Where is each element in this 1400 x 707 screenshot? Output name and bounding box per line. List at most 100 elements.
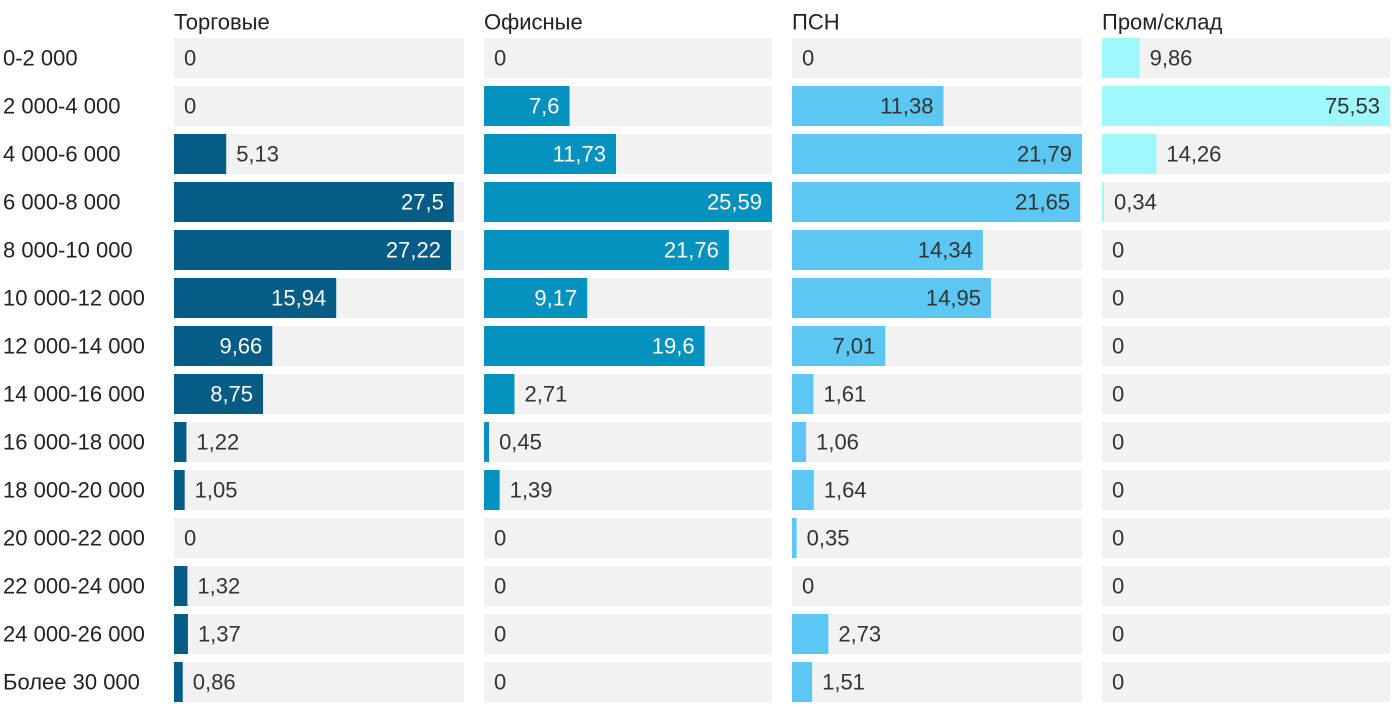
- bar-track: [792, 422, 1082, 462]
- data-label: 21,65: [1015, 190, 1070, 215]
- bar: [174, 230, 451, 270]
- data-label: 0: [1112, 334, 1124, 359]
- bar-track: [484, 566, 772, 606]
- data-label: 1,22: [196, 430, 239, 455]
- row-category-label: 12 000-14 000: [3, 334, 145, 359]
- bar-track: [1102, 278, 1390, 318]
- data-label: 0: [1112, 286, 1124, 311]
- bar: [484, 86, 570, 126]
- bar-track: [1102, 38, 1390, 78]
- data-label: 0: [494, 526, 506, 551]
- bar: [174, 182, 454, 222]
- data-label: 8,75: [210, 382, 253, 407]
- row-category-label: 22 000-24 000: [3, 574, 145, 599]
- data-label: 0: [494, 46, 506, 71]
- bar-track: [792, 38, 1082, 78]
- row-category-label: 10 000-12 000: [3, 286, 145, 311]
- bar-track: [1102, 470, 1390, 510]
- bar-track: [484, 518, 772, 558]
- bar-track: [792, 566, 1082, 606]
- bar: [484, 422, 490, 462]
- bar-track: [174, 422, 464, 462]
- bar-track: [792, 614, 1082, 654]
- data-label: 7,01: [832, 334, 875, 359]
- bar: [174, 326, 273, 366]
- bar-track: [484, 614, 772, 654]
- bar: [792, 470, 814, 510]
- bar-track: [174, 38, 464, 78]
- data-label: 0: [1112, 622, 1124, 647]
- data-label: 0: [1112, 526, 1124, 551]
- bar-track: [792, 374, 1082, 414]
- data-label: 75,53: [1325, 94, 1380, 119]
- bar-track: [174, 614, 464, 654]
- data-label: 19,6: [652, 334, 695, 359]
- data-label: 1,05: [195, 478, 238, 503]
- bar: [1102, 134, 1157, 174]
- bar-track: [1102, 518, 1390, 558]
- bar-track: [1102, 326, 1390, 366]
- row-category-label: 0-2 000: [3, 46, 78, 71]
- data-label: 0: [802, 574, 814, 599]
- data-label: 1,32: [197, 574, 240, 599]
- data-label: 0: [184, 94, 196, 119]
- bar: [174, 662, 183, 702]
- data-label: 0: [1112, 430, 1124, 455]
- data-label: 21,79: [1017, 142, 1072, 167]
- data-label: 1,61: [823, 382, 866, 407]
- data-label: 0,34: [1114, 190, 1157, 215]
- data-label: 1,37: [198, 622, 241, 647]
- data-label: 11,73: [553, 142, 606, 167]
- bar-track: [792, 662, 1082, 702]
- data-label: 1,64: [824, 478, 867, 503]
- data-label: 1,51: [822, 670, 865, 695]
- data-label: 14,34: [918, 238, 973, 263]
- bar: [174, 278, 337, 318]
- bar: [792, 326, 886, 366]
- bar-track: [1102, 230, 1390, 270]
- data-label: 14,26: [1166, 142, 1221, 167]
- data-label: 0,45: [499, 430, 542, 455]
- row-category-label: 4 000-6 000: [3, 142, 120, 167]
- data-label: 7,6: [529, 94, 560, 119]
- bar: [484, 374, 515, 414]
- bar-track: [174, 518, 464, 558]
- data-label: 9,86: [1150, 46, 1193, 71]
- data-label: 0: [1112, 382, 1124, 407]
- bar: [484, 182, 772, 222]
- data-label: 1,39: [510, 478, 553, 503]
- row-category-label: 8 000-10 000: [3, 238, 133, 263]
- row-category-label: 18 000-20 000: [3, 478, 145, 503]
- bar-track: [174, 662, 464, 702]
- data-label: 2,71: [524, 382, 567, 407]
- row-category-label: 2 000-4 000: [3, 94, 120, 119]
- bar-track: [1102, 566, 1390, 606]
- row-category-label: 20 000-22 000: [3, 526, 145, 551]
- data-label: 0: [184, 526, 196, 551]
- bar: [1102, 38, 1140, 78]
- bar-track: [484, 662, 772, 702]
- bar: [174, 422, 187, 462]
- data-label: 11,38: [880, 94, 933, 119]
- data-label: 21,76: [664, 238, 719, 263]
- bar-track: [1102, 614, 1390, 654]
- data-label: 14,95: [926, 286, 981, 311]
- row-category-label: 24 000-26 000: [3, 622, 145, 647]
- data-label: 9,66: [219, 334, 262, 359]
- bar: [792, 422, 807, 462]
- data-label: 2,73: [838, 622, 881, 647]
- data-label: 25,59: [707, 190, 762, 215]
- bar: [792, 662, 813, 702]
- data-label: 0: [1112, 478, 1124, 503]
- data-label: 0: [494, 670, 506, 695]
- row-category-label: 6 000-8 000: [3, 190, 120, 215]
- bar: [174, 470, 185, 510]
- bar: [484, 470, 500, 510]
- bar: [174, 566, 188, 606]
- bar-track: [484, 422, 772, 462]
- data-label: 0: [494, 622, 506, 647]
- bar-track: [1102, 662, 1390, 702]
- bar-track: [484, 374, 772, 414]
- bar-track: [1102, 374, 1390, 414]
